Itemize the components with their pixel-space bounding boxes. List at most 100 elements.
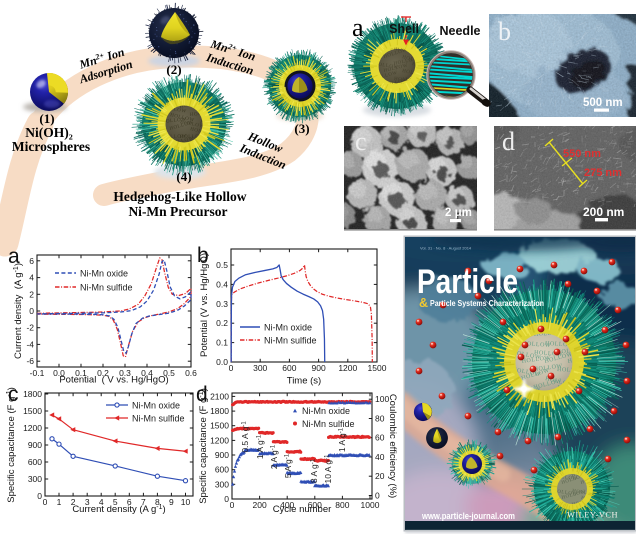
svg-text:Ni-Mn sulfide: Ni-Mn sulfide (302, 419, 355, 429)
svg-text:www.particle-journal.com: www.particle-journal.com (421, 511, 515, 522)
svg-text:1200: 1200 (23, 423, 42, 433)
svg-text:HOLLOW: HOLLOW (561, 474, 586, 486)
svg-text:-4: -4 (26, 339, 34, 349)
svg-text:HOLLOW: HOLLOW (571, 467, 596, 479)
svg-text:1500: 1500 (210, 421, 229, 431)
svg-text:HOLLOW: HOLLOW (534, 330, 563, 338)
svg-text:HOLLOW: HOLLOW (561, 490, 586, 501)
svg-text:2 μm: 2 μm (445, 207, 472, 219)
svg-text:HOLLOW: HOLLOW (412, 62, 437, 70)
svg-text:1200: 1200 (338, 363, 357, 373)
svg-text:0: 0 (37, 491, 42, 501)
svg-text:1000: 1000 (361, 500, 380, 510)
svg-text:0.0: 0.0 (216, 357, 228, 367)
svg-text:HOLLOW: HOLLOW (557, 346, 587, 355)
svg-text:Particle Systems Characterizat: Particle Systems Characterization (430, 298, 544, 308)
svg-text:0.1: 0.1 (216, 338, 228, 348)
svg-text:300: 300 (28, 474, 42, 484)
svg-text:Vol. 31 · No. 8 · August 2014: Vol. 31 · No. 8 · August 2014 (420, 246, 472, 251)
svg-text:0: 0 (375, 491, 380, 501)
svg-text:a: a (8, 245, 20, 268)
svg-text:c: c (8, 383, 19, 406)
svg-text:HOLLOW: HOLLOW (383, 64, 408, 74)
svg-text:Potential ( V vs. Hg/HgO): Potential ( V vs. Hg/HgO) (59, 375, 168, 386)
svg-text:3: 3 (85, 497, 90, 507)
svg-text:Hedgehog-Like Hollow: Hedgehog-Like Hollow (113, 189, 246, 204)
svg-text:40: 40 (375, 452, 385, 462)
svg-text:0.3: 0.3 (119, 368, 131, 378)
svg-text:Potential (V vs. Hg/HgO): Potential (V vs. Hg/HgO) (199, 253, 210, 357)
svg-text:900: 900 (312, 363, 326, 373)
svg-text:0.5 A g-1: 0.5 A g-1 (240, 421, 250, 453)
svg-text:HOLLOW: HOLLOW (521, 355, 551, 365)
svg-text:Coulombic efficiency (%): Coulombic efficiency (%) (387, 394, 398, 498)
svg-text:0.4: 0.4 (141, 368, 153, 378)
svg-text:300: 300 (215, 479, 229, 489)
svg-text:HOLLOW: HOLLOW (567, 354, 597, 365)
svg-text:-0.1: -0.1 (30, 368, 45, 378)
svg-text:HOLLOW: HOLLOW (553, 474, 578, 482)
svg-text:Ni(OH)₂: Ni(OH)₂ (25, 125, 73, 140)
svg-text:HOLLOW: HOLLOW (190, 127, 215, 138)
svg-text:(3): (3) (294, 121, 309, 136)
svg-text:HOLLOW: HOLLOW (200, 120, 225, 129)
svg-text:0: 0 (230, 500, 235, 510)
svg-text:HOLLOW: HOLLOW (383, 78, 408, 89)
svg-text:0.1: 0.1 (75, 368, 87, 378)
svg-text:Ni-Mn oxide: Ni-Mn oxide (302, 406, 350, 416)
svg-text:6: 6 (29, 256, 34, 266)
svg-text:1: 1 (57, 497, 62, 507)
svg-text:8 A g-1: 8 A g-1 (309, 458, 319, 483)
svg-text:2: 2 (29, 289, 34, 299)
svg-text:0: 0 (43, 497, 48, 507)
svg-text:HOLLOW: HOLLOW (580, 474, 605, 486)
svg-text:HOLLOW: HOLLOW (522, 341, 551, 349)
svg-text:Ni-Mn oxide: Ni-Mn oxide (264, 323, 312, 333)
svg-text:HOLLOW: HOLLOW (190, 110, 215, 118)
svg-text:Ni-Mn sulfide: Ni-Mn sulfide (132, 414, 185, 424)
svg-text:HOLLOW: HOLLOW (553, 489, 578, 497)
svg-text:Needle: Needle (440, 24, 481, 38)
svg-text:0.0: 0.0 (53, 368, 65, 378)
svg-text:0.3: 0.3 (216, 299, 228, 309)
svg-text:Time (s): Time (s) (287, 376, 321, 387)
svg-text:300: 300 (253, 363, 267, 373)
svg-text:HOLLOW: HOLLOW (374, 46, 399, 52)
svg-text:1 A g-1: 1 A g-1 (337, 427, 347, 452)
svg-text:7: 7 (141, 497, 146, 507)
svg-text:HOLLOW: HOLLOW (402, 69, 427, 78)
svg-text:HOLLOW: HOLLOW (402, 55, 427, 66)
svg-text:WILEY-VCH: WILEY-VCH (567, 511, 618, 520)
svg-text:d: d (502, 127, 515, 156)
svg-text:10 A g-1: 10 A g-1 (323, 454, 333, 484)
svg-text:10: 10 (181, 497, 191, 507)
svg-text:8: 8 (155, 497, 160, 507)
svg-text:d: d (196, 383, 208, 406)
svg-text:HOLLOW: HOLLOW (512, 350, 542, 361)
svg-text:2: 2 (71, 497, 76, 507)
svg-text:HOLLOW: HOLLOW (512, 367, 542, 378)
svg-text:HOLLOW: HOLLOW (228, 127, 253, 132)
svg-text:0.2: 0.2 (216, 318, 228, 328)
svg-text:4: 4 (99, 497, 104, 507)
svg-text:HOLLOW: HOLLOW (162, 135, 187, 140)
svg-text:400: 400 (280, 500, 294, 510)
svg-text:Specific capacitance (F g-1): Specific capacitance (F g-1) (198, 388, 209, 504)
svg-text:Ni-Mn Precursor: Ni-Mn Precursor (128, 204, 227, 219)
svg-text:600: 600 (308, 500, 322, 510)
svg-text:60: 60 (375, 433, 385, 443)
svg-text:600: 600 (28, 457, 42, 467)
svg-text:HOLLOW: HOLLOW (162, 117, 187, 125)
svg-text:(2): (2) (166, 62, 181, 77)
svg-text:100: 100 (375, 394, 389, 404)
svg-text:&: & (419, 296, 428, 310)
svg-text:Particle: Particle (417, 263, 518, 301)
svg-text:0.4: 0.4 (216, 279, 228, 289)
svg-text:HOLLOW: HOLLOW (169, 120, 194, 132)
svg-text:c: c (355, 127, 367, 156)
svg-text:HOLLOW: HOLLOW (394, 77, 419, 84)
svg-text:600: 600 (282, 363, 296, 373)
svg-text:HOLLOW: HOLLOW (394, 47, 419, 53)
svg-text:Current density (A g-1): Current density (A g-1) (72, 504, 165, 515)
svg-text:b: b (498, 17, 511, 46)
